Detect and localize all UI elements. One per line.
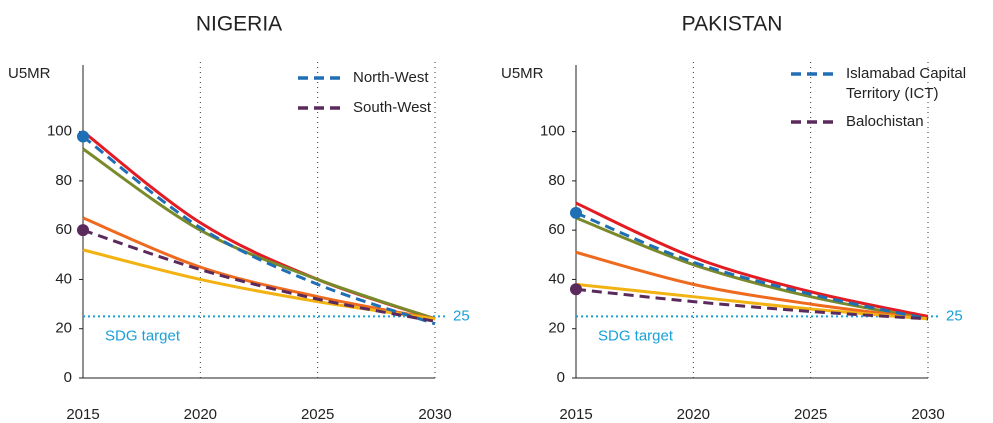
y-tick-label: 0 bbox=[557, 369, 565, 386]
dashed-line bbox=[575, 211, 929, 321]
y-tick-label: 100 bbox=[540, 123, 565, 140]
y-tick-label: 100 bbox=[47, 123, 72, 140]
start-marker bbox=[570, 283, 582, 296]
y-tick-label: 40 bbox=[55, 270, 72, 287]
y-tick-label: 80 bbox=[55, 172, 72, 189]
line bbox=[575, 282, 929, 321]
target-label: SDG target bbox=[598, 327, 674, 344]
y-tick-label: 20 bbox=[548, 320, 565, 337]
x-tick-label: 2020 bbox=[677, 406, 710, 423]
x-tick-label: 2020 bbox=[184, 406, 217, 423]
dashed-line bbox=[82, 228, 436, 323]
line bbox=[575, 250, 929, 321]
y-tick-label: 20 bbox=[55, 320, 72, 337]
legend-label: Islamabad Capital Territory (ICT) bbox=[846, 65, 970, 102]
x-tick-label: 2030 bbox=[418, 406, 451, 423]
chart: PAKISTAN U5MR 0 20 40 60 80 100 2015 2020 2025 2030… bbox=[501, 13, 970, 423]
x-tick-label: 2030 bbox=[911, 406, 944, 423]
legend-label: South-West bbox=[353, 99, 432, 116]
y-axis-label: U5MR bbox=[8, 65, 51, 82]
x-tick-label: 2015 bbox=[66, 406, 99, 423]
x-tick-label: 2025 bbox=[794, 406, 827, 423]
chart-title: NIGERIA bbox=[196, 13, 282, 36]
x-tick-label: 2015 bbox=[559, 406, 592, 423]
y-tick-label: 0 bbox=[64, 369, 72, 386]
legend-label: Balochistan bbox=[846, 113, 924, 130]
y-tick-label: 60 bbox=[548, 221, 565, 238]
start-marker bbox=[77, 130, 89, 143]
target-label: SDG target bbox=[105, 327, 181, 344]
y-tick-label: 60 bbox=[55, 221, 72, 238]
y-tick-label: 40 bbox=[548, 270, 565, 287]
x-tick-label: 2025 bbox=[301, 406, 334, 423]
start-marker bbox=[77, 224, 89, 237]
legend-label: North-West bbox=[353, 69, 429, 86]
line bbox=[82, 147, 436, 321]
y-tick-label: 80 bbox=[548, 172, 565, 189]
start-marker bbox=[570, 206, 582, 219]
chart: NIGERIA U5MR 0 20 40 60 80 100 2015 2020 2025 2030 S… bbox=[8, 13, 470, 423]
y-axis-label: U5MR bbox=[501, 65, 544, 82]
dashed-line bbox=[575, 287, 929, 321]
chart-title: PAKISTAN bbox=[682, 13, 783, 36]
dashed-line bbox=[82, 135, 436, 326]
line bbox=[575, 201, 929, 318]
target-value: 25 bbox=[453, 307, 470, 324]
line bbox=[82, 216, 436, 321]
target-value: 25 bbox=[946, 307, 963, 324]
